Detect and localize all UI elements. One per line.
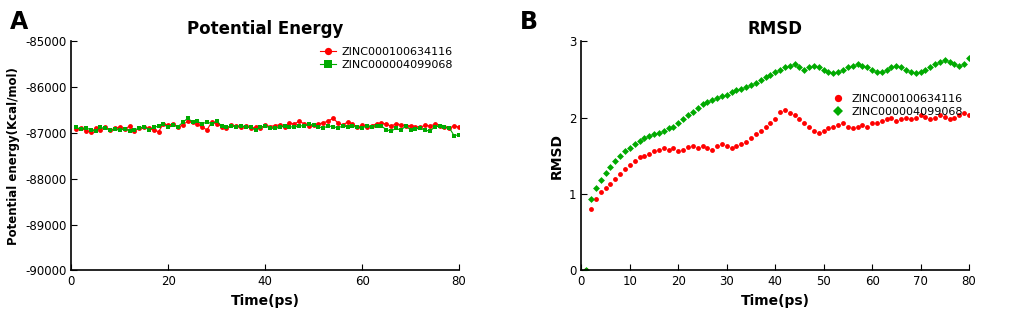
X-axis label: Time(ps): Time(ps) (230, 294, 300, 308)
Text: A: A (10, 10, 29, 33)
ZINC000004099068 (308, 123, 320, 127)
ZINC000100634116 (962, 114, 974, 117)
ZINC000004099068 (580, 268, 592, 272)
ZINC000100634116 (812, 131, 824, 135)
Y-axis label: Potential energy(Kcal/mol): Potential energy(Kcal/mol) (6, 67, 19, 245)
ZINC000004099068 (841, 66, 853, 69)
ZINC000004099068 (181, 116, 194, 120)
ZINC000100634116 (923, 117, 935, 121)
ZINC000004099068 (749, 81, 761, 85)
ZINC000100634116 (322, 119, 334, 123)
Text: B: B (520, 10, 538, 33)
ZINC000004099068 (322, 124, 334, 128)
Line: ZINC000004099068: ZINC000004099068 (73, 116, 461, 138)
ZINC000100634116 (580, 268, 592, 272)
Legend: ZINC000100634116, ZINC000004099068: ZINC000100634116, ZINC000004099068 (319, 47, 453, 70)
ZINC000100634116 (846, 127, 858, 130)
ZINC000004099068 (414, 127, 426, 130)
ZINC000100634116 (245, 127, 257, 130)
ZINC000004099068 (807, 64, 819, 68)
ZINC000004099068 (303, 122, 315, 126)
ZINC000100634116 (817, 129, 829, 133)
ZINC000004099068 (447, 134, 460, 138)
Y-axis label: RMSD: RMSD (549, 133, 562, 179)
Title: Potential Energy: Potential Energy (186, 20, 343, 38)
Line: ZINC000004099068: ZINC000004099068 (583, 56, 970, 273)
ZINC000004099068 (962, 56, 974, 60)
ZINC000100634116 (419, 123, 431, 127)
ZINC000100634116 (327, 116, 339, 120)
ZINC000100634116 (341, 120, 354, 124)
ZINC000100634116 (749, 133, 761, 136)
ZINC000100634116 (303, 124, 315, 128)
ZINC000100634116 (70, 127, 83, 131)
ZINC000004099068 (245, 126, 257, 129)
X-axis label: Time(ps): Time(ps) (740, 294, 809, 308)
ZINC000004099068 (826, 72, 839, 75)
ZINC000100634116 (452, 126, 465, 129)
ZINC000100634116 (85, 130, 97, 134)
ZINC000100634116 (779, 108, 791, 112)
ZINC000004099068 (918, 68, 930, 72)
ZINC000004099068 (70, 126, 83, 129)
ZINC000100634116 (308, 123, 320, 127)
Legend: ZINC000100634116, ZINC000004099068: ZINC000100634116, ZINC000004099068 (828, 94, 963, 117)
Line: ZINC000100634116: ZINC000100634116 (73, 116, 461, 135)
ZINC000100634116 (832, 123, 844, 127)
ZINC000004099068 (452, 133, 465, 137)
ZINC000004099068 (336, 124, 348, 128)
Line: ZINC000100634116: ZINC000100634116 (583, 107, 970, 273)
ZINC000004099068 (812, 66, 824, 69)
Title: RMSD: RMSD (747, 20, 802, 38)
